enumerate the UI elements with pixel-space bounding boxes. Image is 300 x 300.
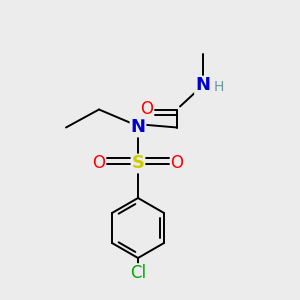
Text: O: O (140, 100, 154, 118)
Text: N: N (195, 76, 210, 94)
Text: O: O (170, 154, 184, 172)
Text: O: O (92, 154, 106, 172)
Text: H: H (214, 80, 224, 94)
Text: Cl: Cl (130, 264, 146, 282)
Text: N: N (130, 118, 146, 136)
Text: S: S (131, 154, 145, 172)
